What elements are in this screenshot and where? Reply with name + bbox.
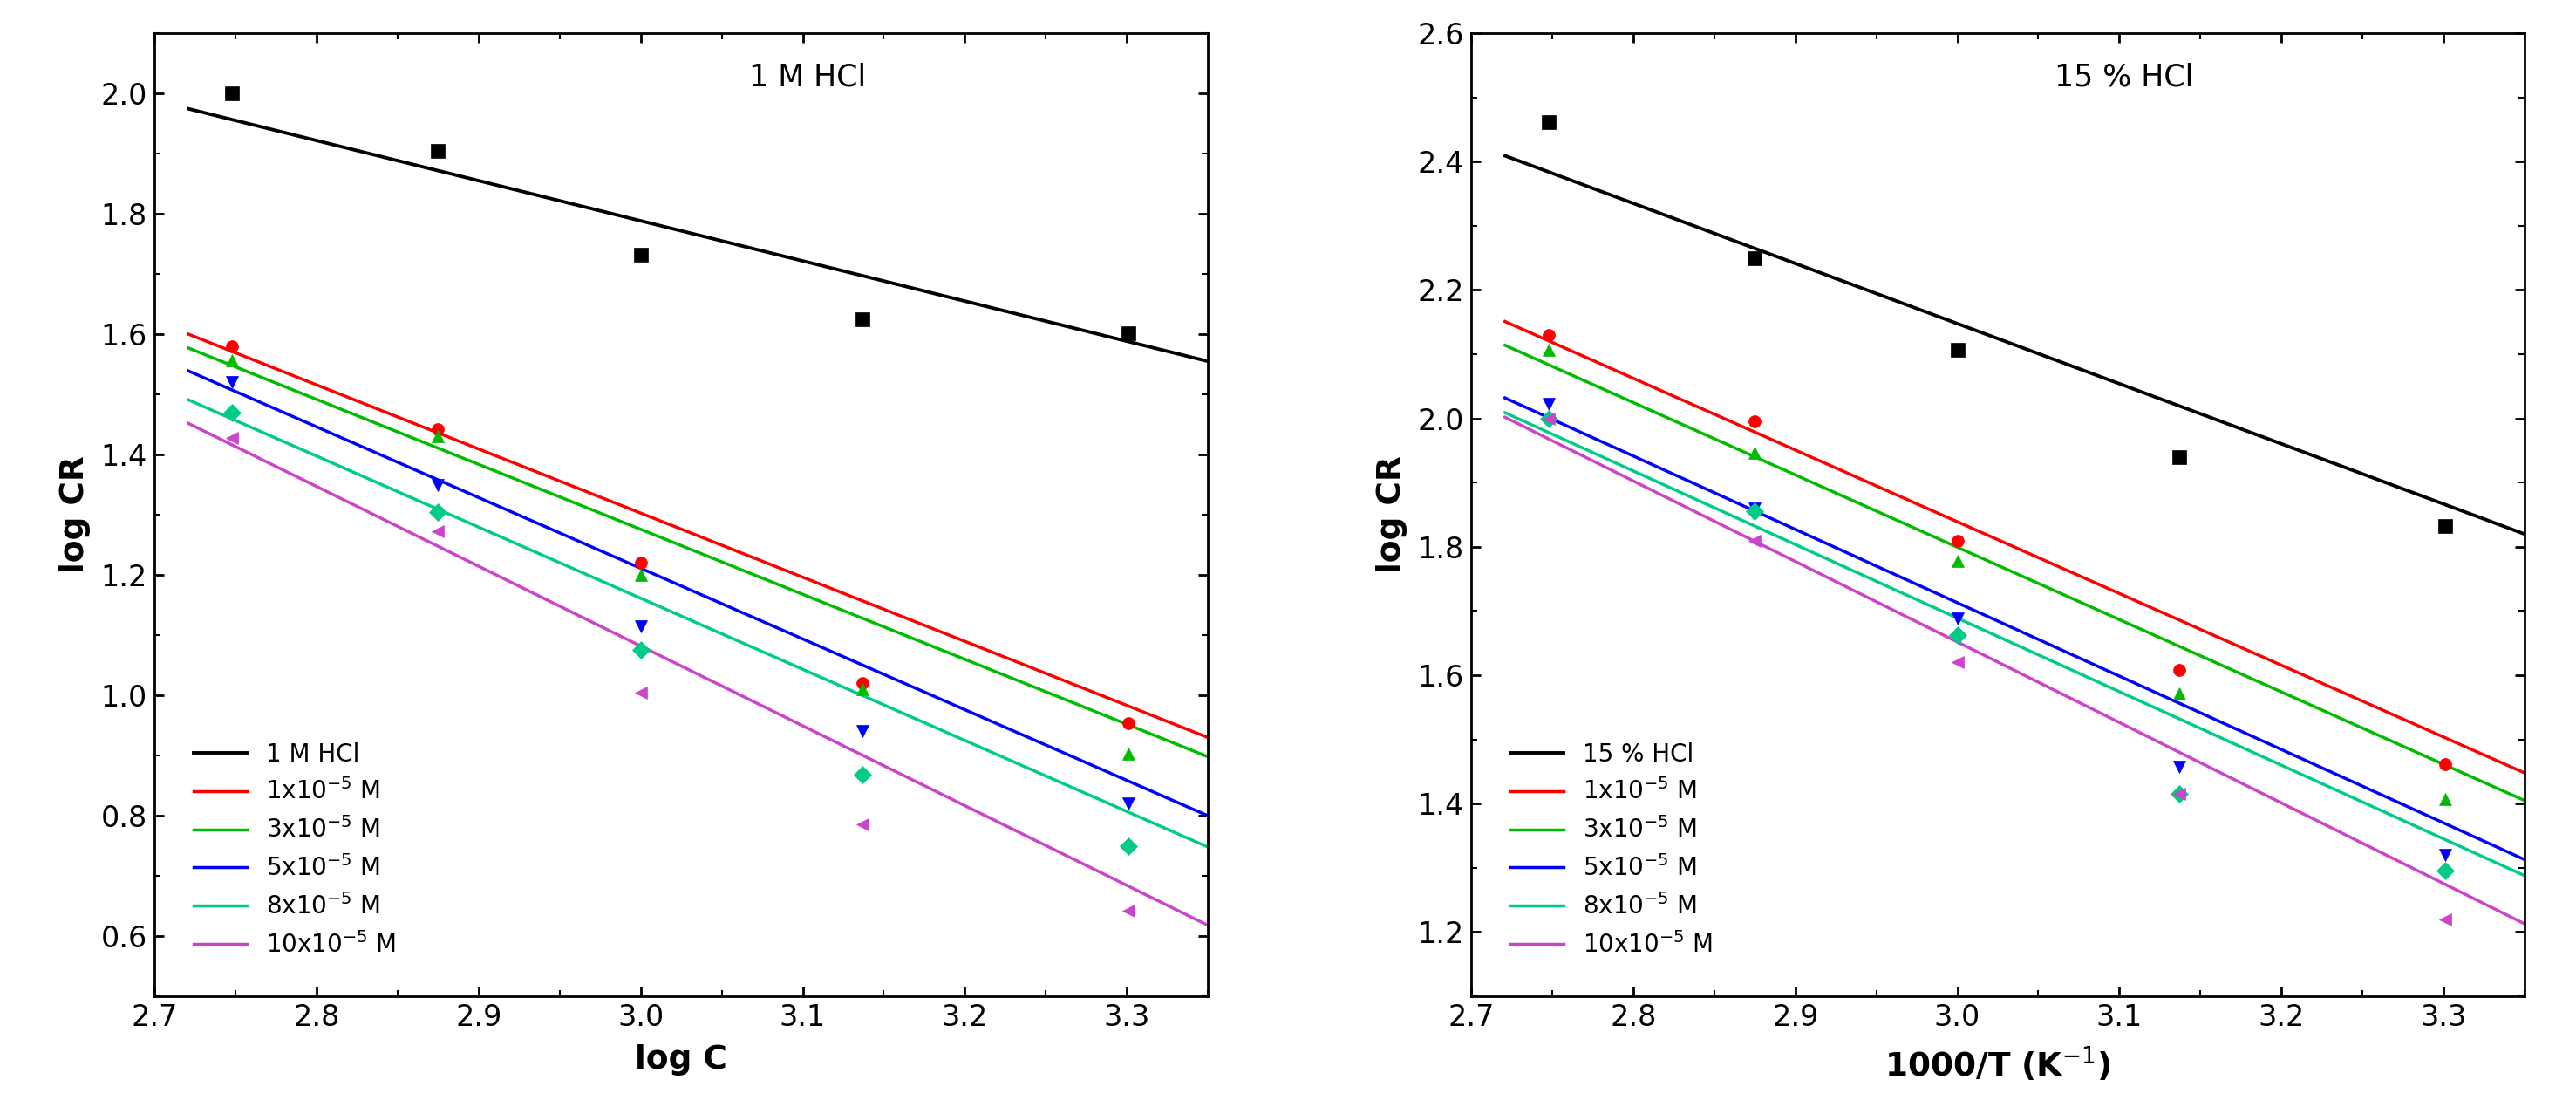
- Legend: 1 M HCl, 1x10$^{-5}$ M, 3x10$^{-5}$ M, 5x10$^{-5}$ M, 8x10$^{-5}$ M, 10x10$^{-5}: 1 M HCl, 1x10$^{-5}$ M, 3x10$^{-5}$ M, 5…: [175, 723, 415, 976]
- Text: 15 % HCl: 15 % HCl: [2056, 62, 2195, 92]
- X-axis label: log C: log C: [636, 1045, 726, 1076]
- Y-axis label: log CR: log CR: [1376, 456, 1406, 573]
- Y-axis label: log CR: log CR: [59, 456, 90, 573]
- Legend: 15 % HCl, 1x10$^{-5}$ M, 3x10$^{-5}$ M, 5x10$^{-5}$ M, 8x10$^{-5}$ M, 10x10$^{-5: 15 % HCl, 1x10$^{-5}$ M, 3x10$^{-5}$ M, …: [1492, 723, 1731, 976]
- Text: 1 M HCl: 1 M HCl: [750, 62, 866, 92]
- X-axis label: 1000/T (K$^{-1}$): 1000/T (K$^{-1}$): [1886, 1045, 2110, 1084]
